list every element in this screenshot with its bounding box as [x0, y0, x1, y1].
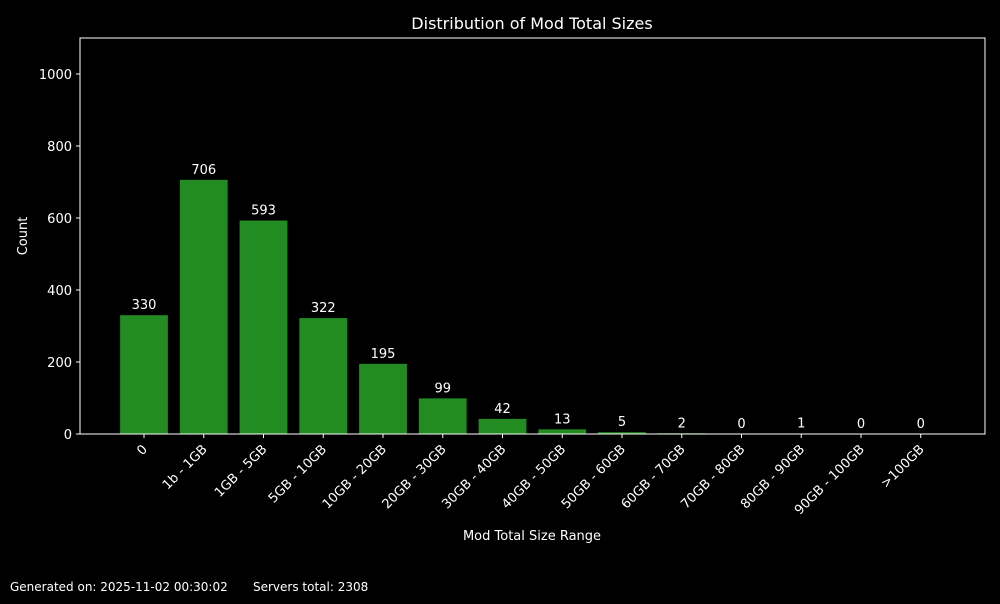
y-tick-label: 600	[47, 212, 72, 227]
x-tick-label: >100GB	[878, 442, 927, 491]
x-axis-label: Mod Total Size Range	[463, 529, 601, 544]
y-tick-label: 200	[47, 356, 72, 371]
bar	[538, 429, 586, 434]
data-label: 0	[857, 417, 865, 432]
footer-servers-total: Servers total: 2308	[253, 580, 368, 594]
data-label: 99	[434, 381, 451, 396]
footer-generated: Generated on: 2025-11-02 00:30:02	[10, 580, 228, 594]
bar	[359, 364, 407, 434]
data-label: 13	[554, 412, 571, 427]
chart-title: Distribution of Mod Total Sizes	[411, 14, 652, 33]
data-label: 5	[618, 415, 626, 430]
bar	[180, 180, 228, 434]
data-label: 330	[132, 298, 157, 313]
data-label: 42	[494, 402, 511, 417]
x-tick-label: 5GB - 10GB	[266, 442, 330, 506]
y-tick-label: 800	[47, 140, 72, 155]
bar	[479, 419, 527, 434]
x-tick-label: 1b - 1GB	[160, 442, 211, 493]
data-label: 0	[917, 417, 925, 432]
data-label: 593	[251, 204, 276, 219]
data-label: 2	[678, 416, 686, 431]
x-tick-label: 0	[134, 442, 150, 458]
y-tick-label: 400	[47, 284, 72, 299]
data-label: 195	[371, 347, 396, 362]
bar	[299, 318, 347, 434]
data-label: 0	[737, 417, 745, 432]
y-tick-label: 0	[64, 428, 72, 443]
bar	[419, 398, 467, 434]
data-label: 322	[311, 301, 336, 316]
data-label: 706	[191, 163, 216, 178]
bar	[240, 221, 288, 434]
y-tick-label: 1000	[39, 68, 72, 83]
x-tick-label: 1GB - 5GB	[212, 442, 270, 500]
y-axis-label: Count	[16, 217, 31, 256]
bar	[120, 315, 168, 434]
data-label: 1	[797, 417, 805, 432]
